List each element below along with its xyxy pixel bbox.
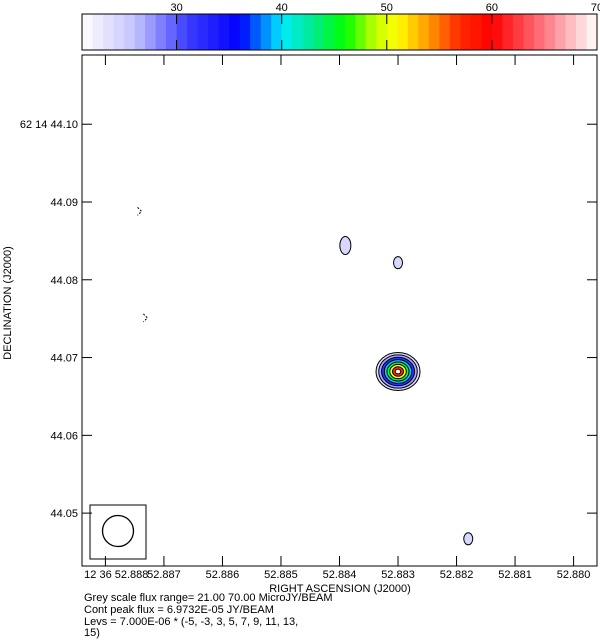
colorbar-segment (460, 14, 472, 50)
colorbar-segment (271, 14, 283, 50)
colorbar-segment (292, 14, 304, 50)
colorbar-tick-label: 50 (381, 2, 393, 14)
colorbar-segment (176, 14, 188, 50)
colorbar-segment (544, 14, 556, 50)
colorbar-segment (586, 14, 598, 50)
colorbar-segment (575, 14, 588, 50)
colorbar-segment (554, 14, 567, 50)
beam-ellipse (89, 504, 147, 560)
colorbar-segment (239, 14, 251, 50)
colorbar-segment (449, 14, 461, 50)
colorbar-segment (124, 14, 136, 50)
colorbar-segment (365, 14, 377, 50)
x-axis-label: RIGHT ASCENSION (J2000) (269, 583, 411, 595)
colorbar-segment (281, 14, 293, 50)
x-tick-label: 52.884 (323, 569, 357, 581)
colorbar-segment (250, 14, 262, 50)
colorbar-segment (229, 14, 241, 50)
colorbar-segment (355, 14, 367, 50)
y-tick-label: 44.05 (50, 508, 78, 520)
colorbar-segment (407, 14, 419, 50)
beam-box (89, 504, 147, 560)
y-tick-label: 44.08 (50, 275, 78, 287)
colorbar-segment (481, 14, 493, 50)
y-tick-label: 44.06 (50, 430, 78, 442)
caption-levels: Levs = 7.000E-06 * (-5, -3, 3, 5, 7, 9, … (84, 616, 299, 628)
source-contour (393, 256, 404, 270)
x-tick-label: 52.887 (147, 569, 181, 581)
source-contour (339, 236, 352, 256)
colorbar-segment (218, 14, 230, 50)
colorbar-segment (334, 14, 346, 50)
colorbar-segment (260, 14, 272, 50)
colorbar-segment (197, 14, 209, 50)
colorbar-segment (166, 14, 178, 50)
y-axis: 62 14 44.10 44.09 44.08 44.07 44.06 44.05 (20, 119, 597, 520)
colorbar-segment (418, 14, 430, 50)
caption-peak-flux: Cont peak flux = 6.9732E-05 JY/BEAM (84, 604, 274, 616)
colorbar-segment (313, 14, 325, 50)
x-tick-label: 52.885 (264, 569, 298, 581)
caption-flux-range: Grey scale flux range= 21.00 70.00 Micro… (84, 592, 333, 604)
colorbar-segment (533, 14, 546, 50)
colorbar-segment (323, 14, 335, 50)
colorbar-tick-label: 40 (276, 2, 288, 14)
colorbar-tick-label: 30 (170, 2, 182, 14)
colorbar-segment (155, 14, 167, 50)
x-tick-label: 52.886 (206, 569, 240, 581)
colorbar-border (81, 13, 598, 51)
plot-frame-border (81, 54, 598, 567)
x-tick-label: 52.880 (557, 569, 591, 581)
source-contour-level (394, 368, 402, 375)
colorbar-segment (491, 14, 504, 50)
source-contour (463, 532, 474, 546)
colorbar-segment (134, 14, 146, 50)
colorbar-segment (302, 14, 314, 50)
colorbar-segment (512, 14, 525, 50)
colorbar-segment (208, 14, 220, 50)
colorbar-segment (565, 14, 577, 50)
y-tick-label: 44.07 (50, 353, 78, 365)
x-tick-label: 12 36 52.888 (84, 569, 148, 581)
colorbar-tick-label: 70 (591, 2, 600, 14)
y-tick-label: 62 14 44.10 (20, 119, 78, 131)
negative-contour (143, 313, 149, 323)
colorbar-segment (397, 14, 409, 50)
beam-circle (101, 514, 135, 548)
sources (137, 206, 474, 546)
colorbar-segment (502, 14, 514, 50)
colorbar-segment (145, 14, 157, 50)
colorbar-segment (82, 14, 94, 50)
colorbar-segment (113, 14, 125, 50)
colorbar-segment (523, 14, 535, 50)
colorbar-tick-label: 60 (486, 2, 498, 14)
colorbar-segment (92, 14, 104, 50)
colorbar-segment (187, 14, 199, 50)
colorbar-segment (428, 14, 440, 50)
x-tick-label: 52.883 (381, 569, 415, 581)
colorbar-segment (386, 14, 398, 50)
colorbar-segment (376, 14, 388, 50)
colorbar-segment (103, 14, 115, 50)
colorbar-segment (344, 14, 356, 50)
negative-contour (137, 206, 143, 216)
colorbar: 30 40 50 60 70 (81, 2, 600, 51)
y-tick-label: 44.09 (50, 197, 78, 209)
x-tick-label: 52.882 (440, 569, 474, 581)
x-tick-label: 52.881 (498, 569, 532, 581)
caption-levels-cont: 15) (84, 627, 100, 639)
colorbar-segment (439, 14, 451, 50)
colorbar-segment (470, 14, 482, 50)
plot-frame (81, 54, 598, 567)
y-axis-label: DECLINATION (J2000) (2, 246, 14, 360)
